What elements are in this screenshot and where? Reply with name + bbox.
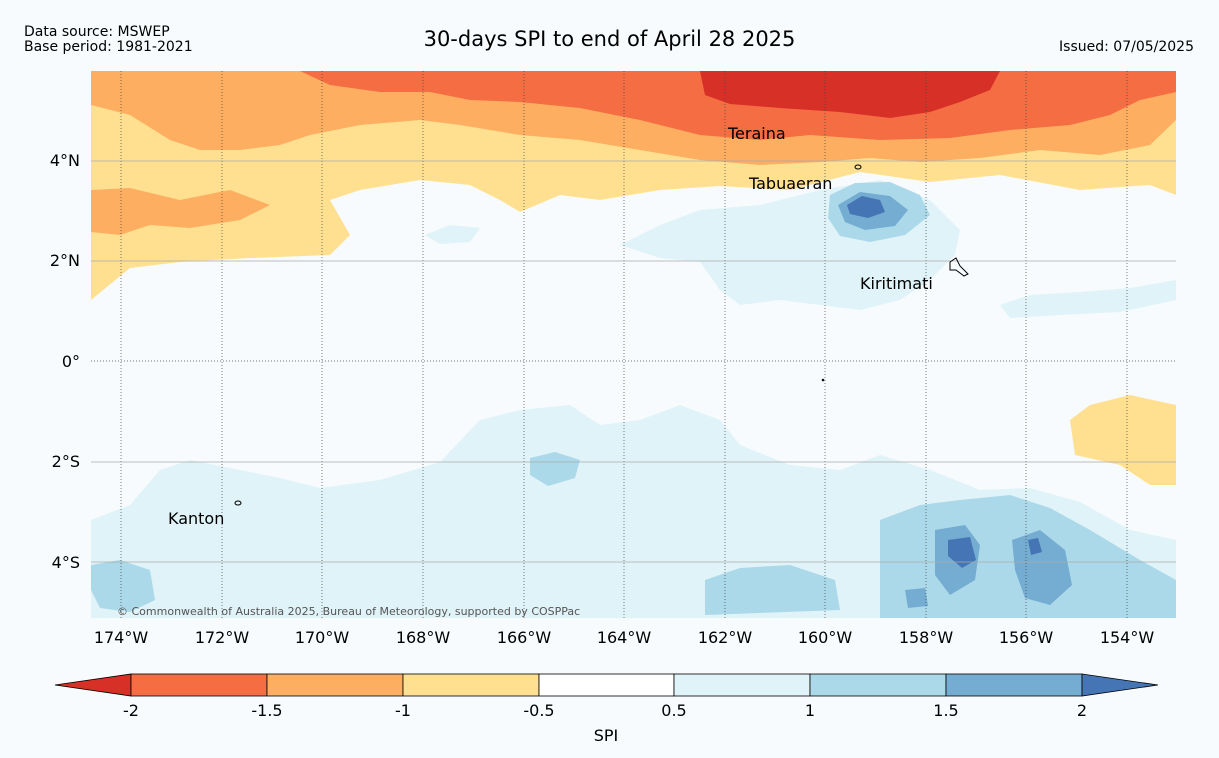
place-label-kanton: Kanton bbox=[168, 509, 224, 528]
base-period-text: Base period: 1981-2021 bbox=[24, 39, 193, 55]
colorbar-bin bbox=[945, 673, 1083, 697]
copyright-notice: © Commonwealth of Australia 2025, Bureau… bbox=[117, 605, 580, 618]
spi-wet-very-strong-region bbox=[905, 588, 928, 608]
map-title: 30-days SPI to end of April 28 2025 bbox=[423, 27, 796, 51]
lat-tick-label: 0° bbox=[62, 352, 80, 371]
spi-wet-strong-region bbox=[530, 452, 580, 486]
colorbar-tick-label: -2 bbox=[123, 701, 139, 720]
colorbar-bin bbox=[673, 673, 811, 697]
spi-dry-moderate-region bbox=[1070, 395, 1176, 485]
colorbar-tick-label: -1 bbox=[395, 701, 411, 720]
lon-tick-label: 166°W bbox=[497, 628, 552, 647]
spi-dry-extreme-region bbox=[700, 71, 1000, 118]
colorbar-bin bbox=[266, 673, 404, 697]
colorbar-tick-label: 1.5 bbox=[933, 701, 958, 720]
colorbar-tick-label: -0.5 bbox=[523, 701, 554, 720]
place-label-kiritimati: Kiritimati bbox=[860, 274, 933, 293]
lat-tick-label: 4°N bbox=[50, 151, 80, 170]
colorbar: -2 -1.5 -1 -0.5 0.5 1 1.5 2 SPI bbox=[54, 673, 1159, 745]
lon-tick-label: 154°W bbox=[1100, 628, 1155, 647]
colorbar-bin bbox=[809, 673, 947, 697]
lat-tick-label: 4°S bbox=[52, 553, 80, 572]
colorbar-tick-label: 2 bbox=[1077, 701, 1087, 720]
lon-tick-label: 164°W bbox=[597, 628, 652, 647]
jarvis-island-dot bbox=[821, 378, 825, 382]
place-label-tabuaeran: Tabuaeran bbox=[748, 174, 832, 193]
lon-tick-labels: 174°W 172°W 170°W 168°W 166°W 164°W 162°W 160°W… bbox=[94, 628, 1155, 647]
spi-wet-extreme-region bbox=[1028, 538, 1042, 555]
colorbar-bin bbox=[402, 673, 540, 697]
spi-wet-extreme-region bbox=[847, 196, 885, 218]
lon-tick-label: 162°W bbox=[698, 628, 753, 647]
spi-wet-strong-region bbox=[91, 560, 155, 612]
colorbar-tick-label: -1.5 bbox=[251, 701, 282, 720]
lon-tick-label: 160°W bbox=[798, 628, 853, 647]
data-source-text: Data source: MSWEP bbox=[24, 24, 170, 40]
lon-tick-label: 156°W bbox=[999, 628, 1054, 647]
spi-field bbox=[91, 71, 1176, 618]
lon-tick-label: 168°W bbox=[396, 628, 451, 647]
colorbar-bin bbox=[538, 673, 675, 697]
colorbar-max-extension bbox=[1081, 673, 1159, 697]
spi-wet-moderate-region bbox=[1000, 280, 1176, 318]
lon-tick-label: 174°W bbox=[94, 628, 149, 647]
issued-date: Issued: 07/05/2025 bbox=[1059, 39, 1194, 55]
tabuaeran-island-outline bbox=[854, 164, 862, 170]
colorbar-tick-label: 1 bbox=[805, 701, 815, 720]
spi-wet-moderate-region bbox=[425, 225, 480, 244]
lon-tick-label: 172°W bbox=[195, 628, 250, 647]
kanton-island-outline bbox=[234, 500, 242, 506]
lat-tick-label: 2°N bbox=[50, 251, 80, 270]
spi-wet-very-strong-region bbox=[1012, 530, 1072, 605]
colorbar-label: SPI bbox=[594, 726, 619, 745]
spi-wet-extreme-region bbox=[948, 537, 976, 568]
map-gridlines bbox=[91, 71, 1176, 618]
kiritimati-island-outline bbox=[949, 257, 969, 277]
place-label-teraina: Teraina bbox=[727, 124, 786, 143]
spi-wet-strong-region bbox=[705, 565, 840, 615]
spi-dry-strong-region bbox=[91, 188, 270, 235]
lon-tick-label: 158°W bbox=[899, 628, 954, 647]
colorbar-bin bbox=[130, 673, 268, 697]
lon-tick-label: 170°W bbox=[295, 628, 350, 647]
island-outlines bbox=[234, 164, 969, 506]
colorbar-min-extension bbox=[54, 673, 132, 697]
lat-tick-label: 2°S bbox=[52, 452, 80, 471]
colorbar-tick-label: 0.5 bbox=[661, 701, 686, 720]
